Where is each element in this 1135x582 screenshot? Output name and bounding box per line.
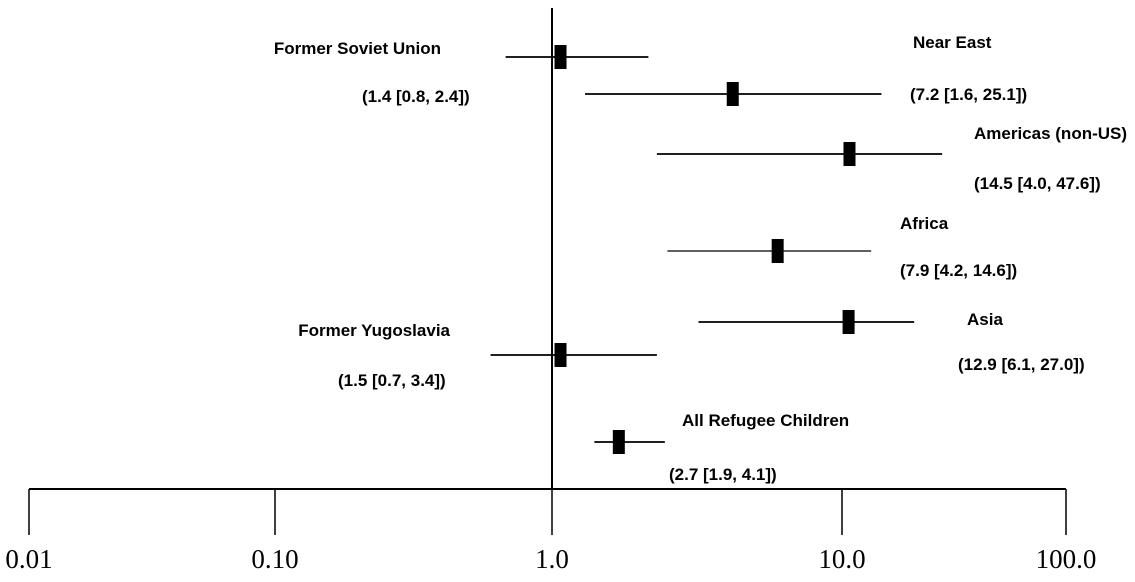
point-estimate [554,45,567,69]
x-axis-ticks: 0.01 0.10 1.0 10.0 100.0 [5,489,1096,574]
tick-label: 0.10 [251,544,298,574]
point-estimate [771,239,784,263]
point-estimate [726,82,739,106]
ci-label: (1.5 [0.7, 3.4]) [338,371,446,390]
ci-label: (2.7 [1.9, 4.1]) [669,465,777,484]
row-label: Americas (non-US) [974,124,1127,143]
row-label: Africa [900,214,949,233]
estimate-row: Asia (12.9 [6.1, 27.0]) [698,310,1085,374]
estimate-row: Americas (non-US) (14.5 [4.0, 47.6]) [656,124,1127,193]
tick-label: 0.01 [5,544,52,574]
tick-label: 1.0 [535,544,569,574]
row-label: Former Yugoslavia [298,321,450,340]
ci-label: (12.9 [6.1, 27.0]) [958,355,1085,374]
row-label: All Refugee Children [682,411,849,430]
tick-label: 100.0 [1036,544,1097,574]
ci-label: (14.5 [4.0, 47.6]) [974,174,1101,193]
ci-label: (1.4 [0.8, 2.4]) [362,87,470,106]
row-label: Asia [967,310,1003,329]
point-estimate [842,310,855,334]
estimate-row: Africa (7.9 [4.2, 14.6]) [667,214,1017,280]
point-estimate [612,430,625,454]
estimate-row: Former Soviet Union (1.4 [0.8, 2.4]) [274,39,649,106]
ci-label: (7.2 [1.6, 25.1]) [910,85,1027,104]
estimate-rows: Former Soviet Union (1.4 [0.8, 2.4]) Near … [274,33,1127,484]
row-label: Near East [913,33,992,52]
estimate-row: All Refugee Children (2.7 [1.9, 4.1]) [594,411,849,484]
estimate-row: Near East (7.2 [1.6, 25.1]) [585,33,1027,106]
estimate-row: Former Yugoslavia (1.5 [0.7, 3.4]) [298,321,657,390]
point-estimate [843,142,856,166]
tick-label: 10.0 [818,544,865,574]
point-estimate [554,343,567,367]
row-label: Former Soviet Union [274,39,441,58]
ci-label: (7.9 [4.2, 14.6]) [900,261,1017,280]
